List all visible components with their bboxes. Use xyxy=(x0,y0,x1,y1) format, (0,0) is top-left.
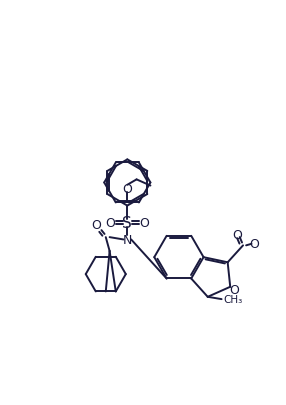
Text: CH₃: CH₃ xyxy=(223,294,242,305)
Text: O: O xyxy=(232,228,242,241)
Text: O: O xyxy=(92,219,102,232)
Text: S: S xyxy=(122,215,132,230)
Text: O: O xyxy=(250,237,259,250)
Text: O: O xyxy=(229,283,239,296)
Text: O: O xyxy=(122,183,132,196)
Text: N: N xyxy=(123,233,132,246)
Text: O: O xyxy=(106,217,115,230)
Text: O: O xyxy=(139,217,149,230)
